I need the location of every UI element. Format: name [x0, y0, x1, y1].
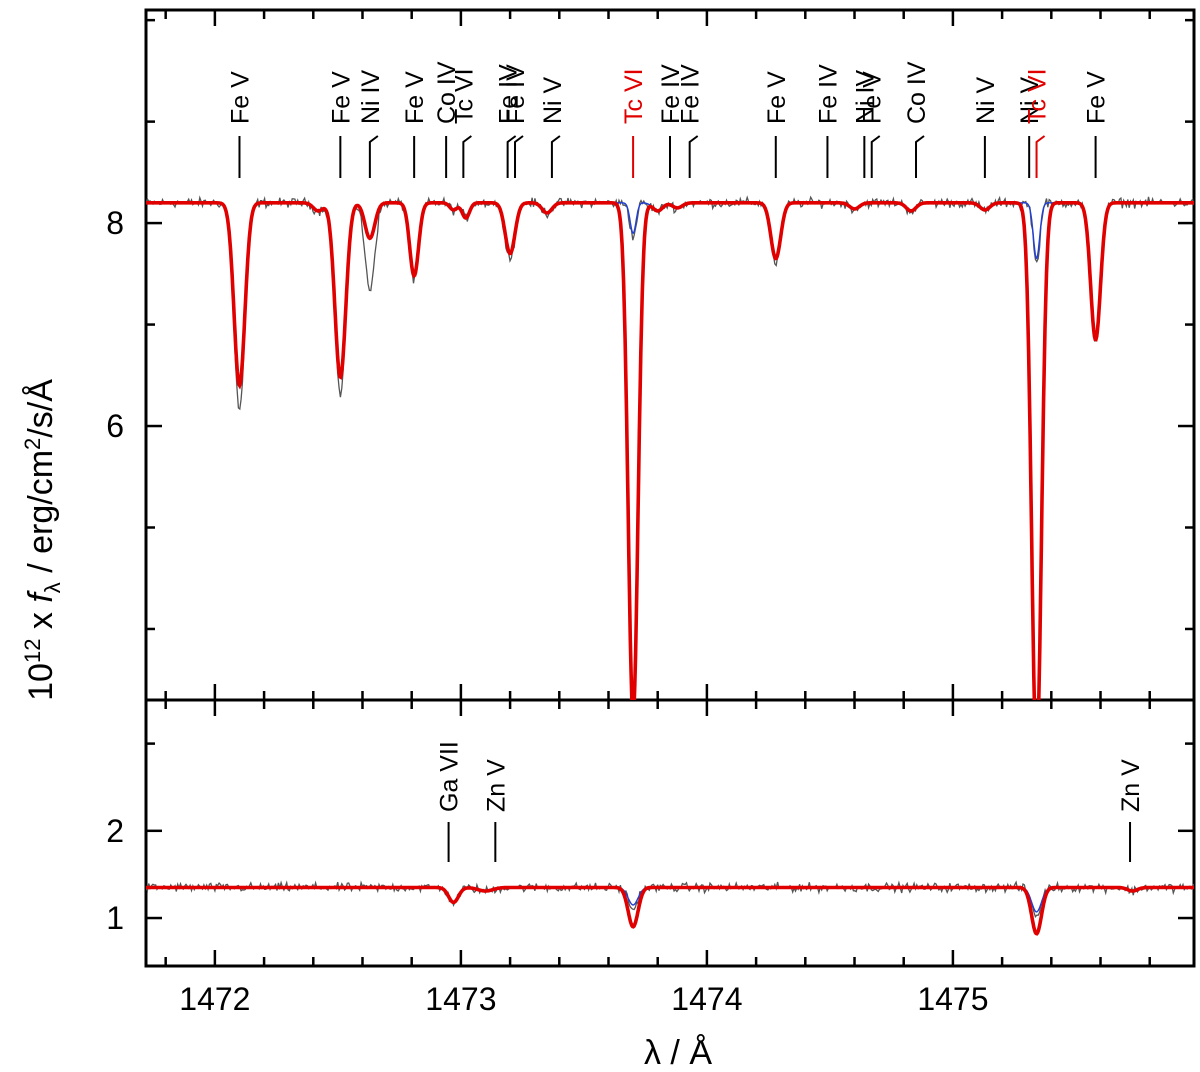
line-label: Ni IV: [357, 70, 385, 125]
line-label: Tc VI: [450, 68, 478, 124]
x-tick-label: 1472: [179, 981, 250, 1017]
line-label: Tc VI: [1024, 68, 1052, 124]
series-model-with-tc-upper: [146, 201, 1194, 700]
line-marker: [550, 135, 561, 178]
x-tick-label: 1475: [917, 981, 988, 1017]
line-label: Fe IV: [495, 64, 523, 124]
line-marker: [514, 135, 524, 178]
y-label-unit: / erg/cm: [22, 450, 60, 582]
line-label: Ga VII: [436, 741, 464, 812]
line-label: Fe V: [327, 71, 355, 124]
spectrum-series: [146, 195, 1194, 936]
line-label: Fe V: [401, 71, 429, 124]
line-label: Fe IV: [677, 64, 705, 124]
y-label-unit-exp: 2: [20, 438, 45, 450]
line-label: Fe V: [1083, 71, 1111, 124]
line-label: Fe V: [226, 71, 254, 124]
y-label-mid: x: [22, 603, 60, 639]
line-label: Ni V: [1016, 76, 1044, 124]
line-marker: [688, 135, 699, 178]
line-marker: [1035, 135, 1046, 178]
line-label: Fe V: [763, 71, 791, 124]
line-label: Ni V: [539, 76, 567, 124]
y-tick-label-upper: 8: [106, 205, 124, 241]
line-label: Fe IV: [657, 64, 685, 124]
series-model-without-tc-upper: [146, 202, 1194, 388]
x-tick-label: 1473: [425, 981, 496, 1017]
y-label-unit-rest: /s/Å: [22, 379, 60, 438]
line-label: Co IV: [433, 61, 461, 124]
series-model-with-tc-lower: [146, 885, 1194, 936]
line-label: Zn V: [1117, 759, 1145, 812]
y-axis-title: 1012 x fλ / erg/cm2/s/Å: [20, 379, 65, 701]
line-marker: [915, 135, 925, 178]
line-label: Fe IV: [814, 64, 842, 124]
line-label: Co IV: [903, 61, 931, 124]
y-label-sub: λ: [40, 582, 65, 593]
line-label: Ni IV: [851, 70, 879, 125]
x-axis-title: λ / Å: [644, 1034, 712, 1072]
y-label-base: 10: [22, 663, 60, 701]
panel-frame-lower: [144, 698, 1196, 968]
line-marker: [368, 135, 379, 178]
line-label: Ni V: [972, 76, 1000, 124]
axes: 8 6 2 1 1472 1473 1474 1475: [106, 10, 1194, 1017]
panel-frames: [144, 8, 1196, 968]
series-model-without-tc-lower: [146, 886, 1194, 913]
series-observed-upper: [146, 195, 1194, 411]
y-tick-label-upper: 6: [106, 408, 124, 444]
line-marker: [462, 135, 472, 178]
line-label: Zn V: [482, 759, 510, 812]
line-marker: [870, 135, 881, 178]
x-tick-label: 1474: [671, 981, 742, 1017]
line-label: Tc VI: [620, 68, 648, 124]
y-tick-label-lower: 2: [106, 813, 124, 849]
line-label: Fe V: [859, 71, 887, 124]
y-label-exp: 12: [20, 639, 45, 663]
line-label: Fe IV: [502, 64, 530, 124]
y-tick-label-lower: 1: [106, 900, 124, 936]
line-marker: [506, 135, 517, 178]
